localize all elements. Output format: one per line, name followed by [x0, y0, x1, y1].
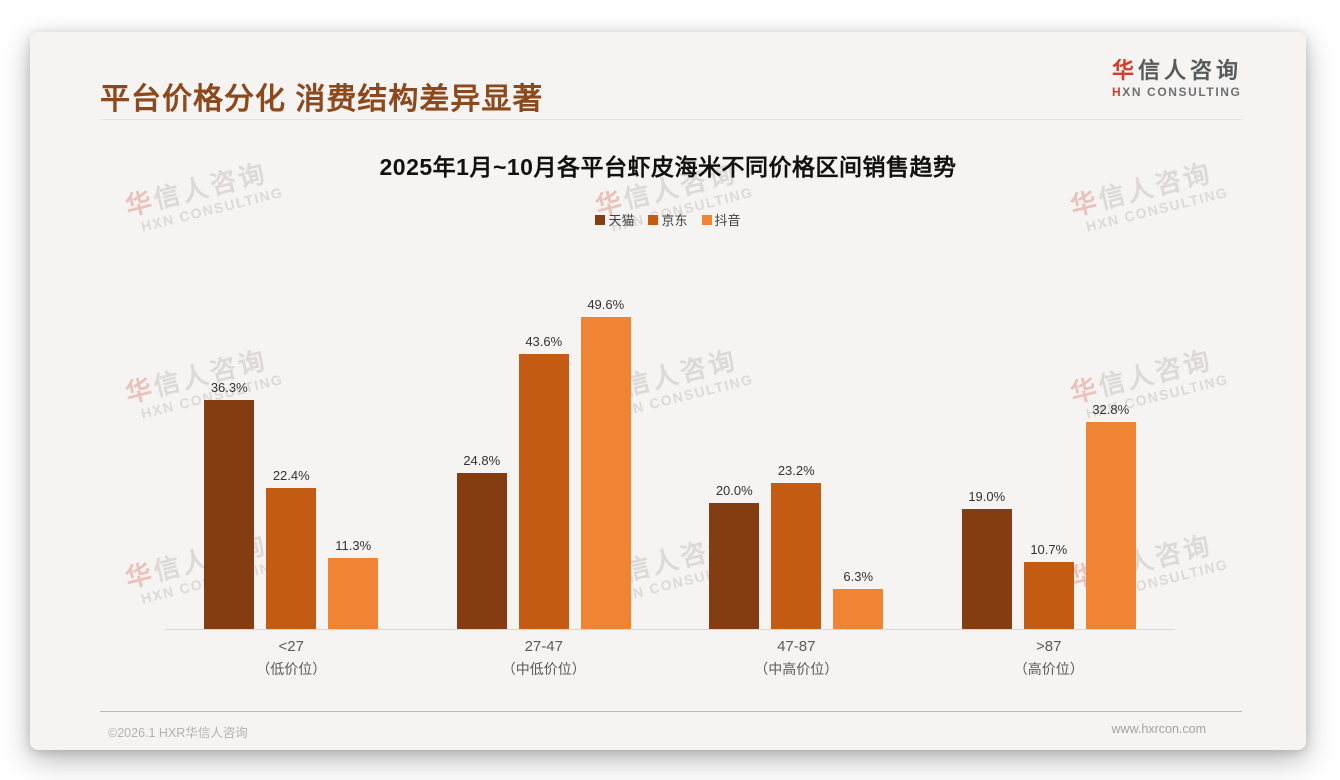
logo-cn-rest: 信人咨询: [1137, 58, 1242, 83]
legend-label: 京东: [661, 213, 688, 228]
x-axis-label-3: >87 （高价位）: [923, 636, 1176, 680]
x-label-tier: （中高价位）: [754, 661, 839, 677]
header-divider: [100, 119, 1242, 120]
x-axis-label-1: 27-47 （中低价位）: [418, 636, 671, 680]
page-title: 平台价格分化 消费结构差异显著: [100, 83, 544, 116]
bar-value-label: 10.7%: [1030, 541, 1068, 557]
x-axis-labels: <27 （低价位） 27-47 （中低价位） 47-87 （中高价位） >87 （高价位）: [165, 636, 1175, 680]
company-logo: 华信人咨询 HXN CONSULTING: [1112, 58, 1242, 100]
x-label-range: >87: [1036, 638, 1062, 655]
x-axis-label-2: 47-87 （中高价位）: [670, 636, 923, 680]
legend-label: 抖音: [714, 213, 741, 228]
bar-value-label: 22.4%: [272, 467, 310, 483]
bar-抖音-47-87: [833, 589, 884, 629]
bar-wrap: 23.2%: [771, 462, 822, 629]
legend-label: 天猫: [608, 213, 635, 228]
bar-wrap: 19.0%: [961, 489, 1012, 629]
bar-value-label: 6.3%: [843, 569, 874, 585]
bar-京东-<27: [266, 487, 317, 629]
bar-group-1: 24.8% 43.6% 49.6%: [418, 238, 671, 629]
bar-天猫-<27: [204, 400, 255, 629]
bar-wrap: 6.3%: [833, 569, 884, 629]
bar-value-label: 19.0%: [968, 489, 1006, 505]
legend-swatch: [701, 214, 712, 225]
x-label-range: 47-87: [777, 638, 816, 655]
bar-抖音-<27: [328, 557, 379, 629]
bar-京东-47-87: [771, 482, 822, 629]
bar-wrap: 36.3%: [204, 380, 255, 629]
plot-area: 36.3% 22.4% 11.3% 24.8% 43.6% 49.6% 20.0% 23.2%…: [165, 238, 1175, 630]
chart-title: 2025年1月~10月各平台虾皮海米不同价格区间销售趋势: [379, 154, 957, 180]
bar-value-label: 32.8%: [1092, 402, 1130, 418]
bar-天猫-47-87: [709, 503, 760, 629]
bar-wrap: 22.4%: [266, 467, 317, 629]
footer-copyright: ©2026.1 HXR华信人咨询: [108, 726, 248, 740]
bar-value-label: 49.6%: [587, 296, 625, 312]
bar-抖音->87: [1085, 422, 1136, 629]
legend-swatch: [595, 214, 606, 225]
bar-value-label: 11.3%: [335, 537, 372, 553]
logo-en-text: HXN CONSULTING: [1112, 84, 1242, 100]
logo-cn-first: 华: [1111, 58, 1138, 83]
logo-en-rest: XN CONSULTING: [1122, 85, 1242, 99]
bar-wrap: 10.7%: [1023, 541, 1074, 629]
logo-cn-text: 华信人咨询: [1112, 58, 1242, 84]
bar-wrap: 20.0%: [709, 483, 760, 629]
bar-group-3: 19.0% 10.7% 32.8%: [923, 238, 1176, 629]
x-axis-label-0: <27 （低价位）: [165, 636, 418, 680]
x-label-range: <27: [278, 638, 304, 655]
bar-京东-27-47: [518, 354, 569, 629]
legend-item-2: 抖音: [701, 210, 741, 229]
bar-group-2: 20.0% 23.2% 6.3%: [670, 238, 923, 629]
x-label-tier: （低价位）: [256, 661, 327, 677]
footer-website: www.hxrcon.com: [1111, 722, 1206, 736]
bar-wrap: 24.8%: [456, 452, 507, 629]
bar-wrap: 49.6%: [580, 296, 631, 629]
bar-group-0: 36.3% 22.4% 11.3%: [165, 238, 418, 629]
x-label-tier: （中低价位）: [501, 661, 586, 677]
bar-value-label: 36.3%: [210, 380, 248, 396]
x-label-tier: （高价位）: [1013, 661, 1084, 677]
bar-wrap: 32.8%: [1085, 402, 1136, 629]
bar-抖音-27-47: [580, 316, 631, 629]
footer-divider: [100, 711, 1242, 712]
bar-wrap: 11.3%: [328, 537, 379, 629]
legend-swatch: [648, 214, 659, 225]
bar-value-label: 23.2%: [777, 462, 815, 478]
logo-en-first: H: [1111, 85, 1123, 99]
bar-value-label: 43.6%: [525, 334, 563, 350]
bar-value-label: 24.8%: [463, 452, 501, 468]
bar-value-label: 20.0%: [715, 483, 753, 498]
bar-天猫->87: [961, 509, 1012, 629]
bar-京东->87: [1023, 561, 1074, 629]
bar-天猫-27-47: [456, 472, 507, 629]
legend: 天猫 京东 抖音: [30, 210, 1306, 229]
legend-item-0: 天猫: [595, 210, 634, 229]
x-label-range: 27-47: [524, 638, 563, 655]
bar-wrap: 43.6%: [518, 334, 569, 629]
legend-item-1: 京东: [648, 210, 688, 229]
slide-card: 平台价格分化 消费结构差异显著 华信人咨询 HXN CONSULTING 华信人…: [30, 32, 1306, 750]
